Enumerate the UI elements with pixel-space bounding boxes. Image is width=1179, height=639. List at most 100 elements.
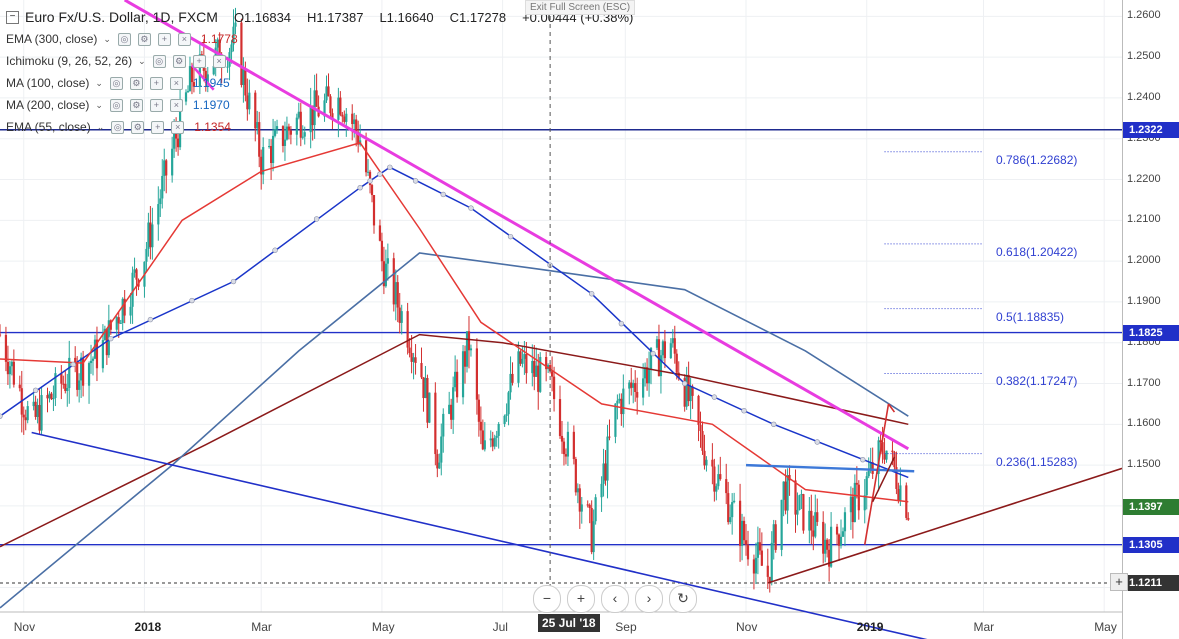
- candle-body: [869, 462, 872, 471]
- collapse-icon[interactable]: −: [6, 10, 19, 24]
- zoom-in-button[interactable]: +: [567, 585, 595, 613]
- indicator-row[interactable]: MA (200, close) ⌄ ◎ ⚙ + × 1.1970: [6, 94, 633, 116]
- indicator-row[interactable]: EMA (300, close) ⌄ ◎ ⚙ + × 1.1778: [6, 28, 633, 50]
- symbol-title[interactable]: Euro Fx/U.S. Dollar, 1D, FXCM: [25, 9, 218, 25]
- candle-body: [703, 450, 706, 466]
- candle-body: [434, 392, 437, 455]
- reset-chart-button[interactable]: ↻: [669, 585, 697, 613]
- candle-body: [46, 395, 49, 399]
- candle-body: [18, 384, 21, 389]
- add-icon[interactable]: +: [149, 98, 163, 112]
- candle-body: [731, 502, 734, 518]
- chevron-down-icon[interactable]: ⌄: [95, 99, 103, 110]
- x-tick-label: Nov: [13, 620, 36, 634]
- y-tick-label: 1.1500: [1127, 458, 1161, 471]
- ma-100-marker: [681, 380, 688, 387]
- remove-icon[interactable]: ×: [169, 76, 183, 90]
- candle-body: [270, 146, 273, 164]
- settings-icon[interactable]: ⚙: [129, 76, 143, 90]
- candle-body: [691, 386, 694, 396]
- candle-body: [768, 576, 771, 582]
- scroll-left-button[interactable]: ‹: [601, 585, 629, 613]
- projection-up-arrow: [863, 403, 890, 545]
- eye-icon[interactable]: ◎: [109, 98, 123, 112]
- remove-icon[interactable]: ×: [212, 54, 226, 68]
- candle-body: [190, 66, 194, 83]
- candle-body: [248, 92, 251, 110]
- zoom-out-button[interactable]: −: [533, 585, 561, 613]
- price-plot[interactable]: [0, 0, 1122, 639]
- candle-body: [157, 204, 160, 225]
- indicator-row[interactable]: Ichimoku (9, 26, 52, 26) ⌄ ◎ ⚙ + ×: [6, 50, 633, 72]
- settings-icon[interactable]: ⚙: [137, 32, 151, 46]
- candle-body: [281, 126, 285, 146]
- chevron-down-icon[interactable]: ⌄: [138, 55, 146, 66]
- candle-body: [339, 97, 342, 115]
- candle-body: [895, 467, 898, 489]
- settings-icon[interactable]: ⚙: [129, 98, 143, 112]
- candle-body: [521, 358, 524, 364]
- ema-300-line: [0, 333, 909, 548]
- settings-icon[interactable]: ⚙: [131, 120, 145, 134]
- candle-body: [727, 493, 730, 523]
- candle-body: [240, 22, 243, 85]
- candle-body: [325, 86, 328, 101]
- candle-body: [863, 495, 866, 511]
- add-icon[interactable]: +: [151, 120, 165, 134]
- candle-body: [479, 421, 482, 431]
- candle-body: [523, 354, 526, 359]
- exit-fullscreen-hint[interactable]: Exit Full Screen (ESC): [525, 0, 636, 15]
- candle-body: [576, 488, 579, 493]
- candle-body: [505, 414, 508, 416]
- chevron-down-icon[interactable]: ⌄: [103, 33, 111, 44]
- x-tick-label: 2018: [134, 620, 162, 634]
- candle-body: [705, 459, 708, 466]
- ma-100-marker: [814, 439, 820, 445]
- ma-100-marker: [189, 297, 195, 304]
- remove-icon[interactable]: ×: [171, 120, 185, 134]
- add-icon[interactable]: +: [157, 32, 171, 46]
- indicator-label[interactable]: EMA (300, close): [6, 32, 98, 46]
- eye-icon[interactable]: ◎: [117, 32, 131, 46]
- ma-100-marker: [507, 233, 514, 240]
- candle-body: [881, 442, 884, 455]
- candle-body: [163, 160, 166, 176]
- indicator-row[interactable]: EMA (55, close) ⌄ ◎ ⚙ + × 1.1354: [6, 116, 633, 138]
- eye-icon[interactable]: ◎: [152, 54, 166, 68]
- candle-body: [642, 378, 645, 398]
- settings-icon[interactable]: ⚙: [172, 54, 186, 68]
- remove-icon[interactable]: ×: [169, 98, 183, 112]
- chevron-down-icon[interactable]: ⌄: [95, 77, 103, 88]
- candle-body: [392, 258, 395, 305]
- candle-body: [372, 194, 376, 226]
- indicator-row[interactable]: MA (100, close) ⌄ ◎ ⚙ + × 1.1945: [6, 72, 633, 94]
- candle-body: [798, 495, 801, 510]
- candle-body: [630, 382, 633, 388]
- candle-body: [738, 500, 742, 546]
- candle-body: [226, 66, 229, 68]
- indicator-label[interactable]: MA (200, close): [6, 98, 90, 112]
- scroll-right-button[interactable]: ›: [635, 585, 663, 613]
- price-axis[interactable]: [1122, 0, 1179, 639]
- lower-channel-line: [31, 431, 928, 639]
- indicator-label[interactable]: MA (100, close): [6, 76, 90, 90]
- candle-body: [123, 298, 126, 316]
- add-icon[interactable]: +: [192, 54, 206, 68]
- indicator-list: EMA (300, close) ⌄ ◎ ⚙ + × 1.1778 Ichimoku (9, …: [6, 28, 633, 138]
- eye-icon[interactable]: ◎: [109, 76, 123, 90]
- chevron-down-icon[interactable]: ⌄: [96, 121, 105, 132]
- candle-body: [50, 393, 53, 400]
- candle-body: [636, 391, 639, 398]
- ma-100-marker: [147, 316, 154, 323]
- candle-body: [897, 488, 900, 501]
- remove-icon[interactable]: ×: [177, 32, 191, 46]
- legend: − Euro Fx/U.S. Dollar, 1D, FXCM O1.16834…: [6, 6, 633, 138]
- add-icon[interactable]: +: [149, 76, 163, 90]
- add-price-alert-button[interactable]: +: [1110, 573, 1128, 591]
- candle-body: [323, 100, 326, 117]
- indicator-label[interactable]: Ichimoku (9, 26, 52, 26): [6, 54, 133, 68]
- candle-body: [159, 198, 162, 205]
- indicator-label[interactable]: EMA (55, close): [6, 120, 91, 134]
- eye-icon[interactable]: ◎: [111, 120, 125, 134]
- candle-body: [493, 437, 496, 447]
